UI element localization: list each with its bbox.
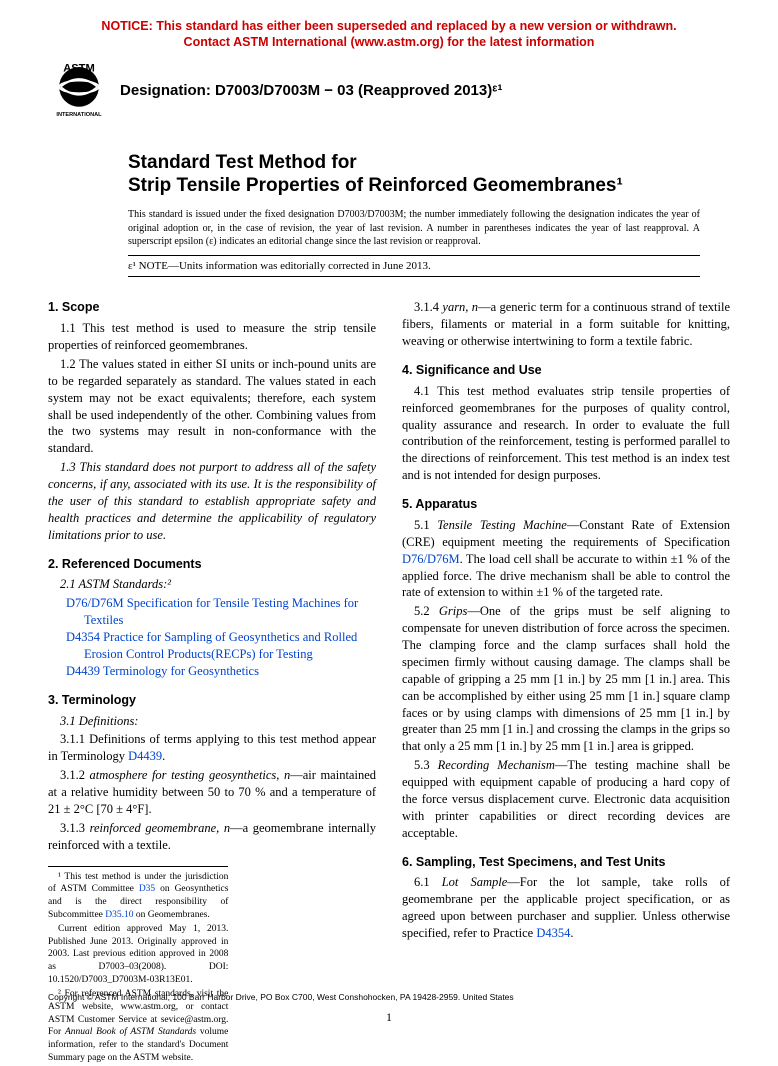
- footnote-1: ¹ This test method is under the jurisdic…: [48, 871, 228, 922]
- designation-text: Designation: D7003/D7003M − 03 (Reapprov…: [120, 81, 503, 101]
- header-row: ASTM INTERNATIONAL Designation: D7003/D7…: [48, 59, 730, 121]
- sec-app-heading: 5. Apparatus: [402, 496, 730, 513]
- refs-sub: 2.1 ASTM Standards:²: [48, 576, 376, 593]
- term-p1: 3.1.1 Definitions of terms applying to t…: [48, 731, 376, 765]
- notice-line2: Contact ASTM International (www.astm.org…: [184, 35, 595, 49]
- copyright-line: Copyright © ASTM International, 100 Barr…: [48, 992, 514, 1003]
- sec-samp-heading: 6. Sampling, Test Specimens, and Test Un…: [402, 854, 730, 871]
- page-number: 1: [0, 1009, 778, 1025]
- scope-p2: 1.2 The values stated in either SI units…: [48, 356, 376, 457]
- ref-d76[interactable]: D76/D76M Specification for Tensile Testi…: [66, 595, 376, 629]
- link-d35[interactable]: D35: [139, 884, 155, 894]
- issuance-note: This standard is issued under the fixed …: [128, 208, 700, 249]
- sec-term-heading: 3. Terminology: [48, 692, 376, 709]
- link-d4354[interactable]: D4354: [536, 926, 570, 940]
- app-p3: 5.3 Recording Mechanism—The testing mach…: [402, 757, 730, 841]
- app-p1: 5.1 Tensile Testing Machine—Constant Rat…: [402, 517, 730, 601]
- scope-p3: 1.3 This standard does not purport to ad…: [48, 459, 376, 543]
- term-p2: 3.1.2 atmosphere for testing geosyntheti…: [48, 767, 376, 818]
- samp-p1: 6.1 Lot Sample—For the lot sample, take …: [402, 874, 730, 942]
- footnote-edition: Current edition approved May 1, 2013. Pu…: [48, 923, 228, 987]
- left-column: 1. Scope 1.1 This test method is used to…: [48, 299, 376, 1065]
- term-sub: 3.1 Definitions:: [48, 713, 376, 730]
- term-p3: 3.1.3 reinforced geomembrane, n—a geomem…: [48, 820, 376, 854]
- sec-scope-heading: 1. Scope: [48, 299, 376, 316]
- scope-p1: 1.1 This test method is used to measure …: [48, 320, 376, 354]
- link-d4439[interactable]: D4439: [128, 749, 162, 763]
- standard-title: Standard Test Method for Strip Tensile P…: [128, 151, 700, 199]
- ref-d4439[interactable]: D4439 Terminology for Geosynthetics: [66, 663, 376, 680]
- link-d76[interactable]: D76/D76M: [402, 552, 460, 566]
- app-p2: 5.2 Grips—One of the grips must be self …: [402, 603, 730, 755]
- body-columns: 1. Scope 1.1 This test method is used to…: [48, 299, 730, 1065]
- sec-sig-heading: 4. Significance and Use: [402, 362, 730, 379]
- svg-text:ASTM: ASTM: [63, 62, 95, 74]
- astm-logo-icon: ASTM INTERNATIONAL: [48, 59, 110, 121]
- epsilon-note: ε¹ NOTE—Units information was editoriall…: [128, 255, 700, 278]
- svg-text:INTERNATIONAL: INTERNATIONAL: [56, 112, 102, 118]
- notice-banner: NOTICE: This standard has either been su…: [48, 18, 730, 51]
- notice-line1: NOTICE: This standard has either been su…: [101, 19, 676, 33]
- footnotes-block: ¹ This test method is under the jurisdic…: [48, 866, 228, 1065]
- link-d35-10[interactable]: D35.10: [105, 910, 133, 920]
- sec-refs-heading: 2. Referenced Documents: [48, 556, 376, 573]
- term-p4: 3.1.4 yarn, n—a generic term for a conti…: [402, 299, 730, 350]
- sig-p1: 4.1 This test method evaluates strip ten…: [402, 383, 730, 484]
- ref-d4354[interactable]: D4354 Practice for Sampling of Geosynthe…: [66, 629, 376, 663]
- title-block: Standard Test Method for Strip Tensile P…: [128, 151, 700, 278]
- right-column: 3.1.4 yarn, n—a generic term for a conti…: [402, 299, 730, 1065]
